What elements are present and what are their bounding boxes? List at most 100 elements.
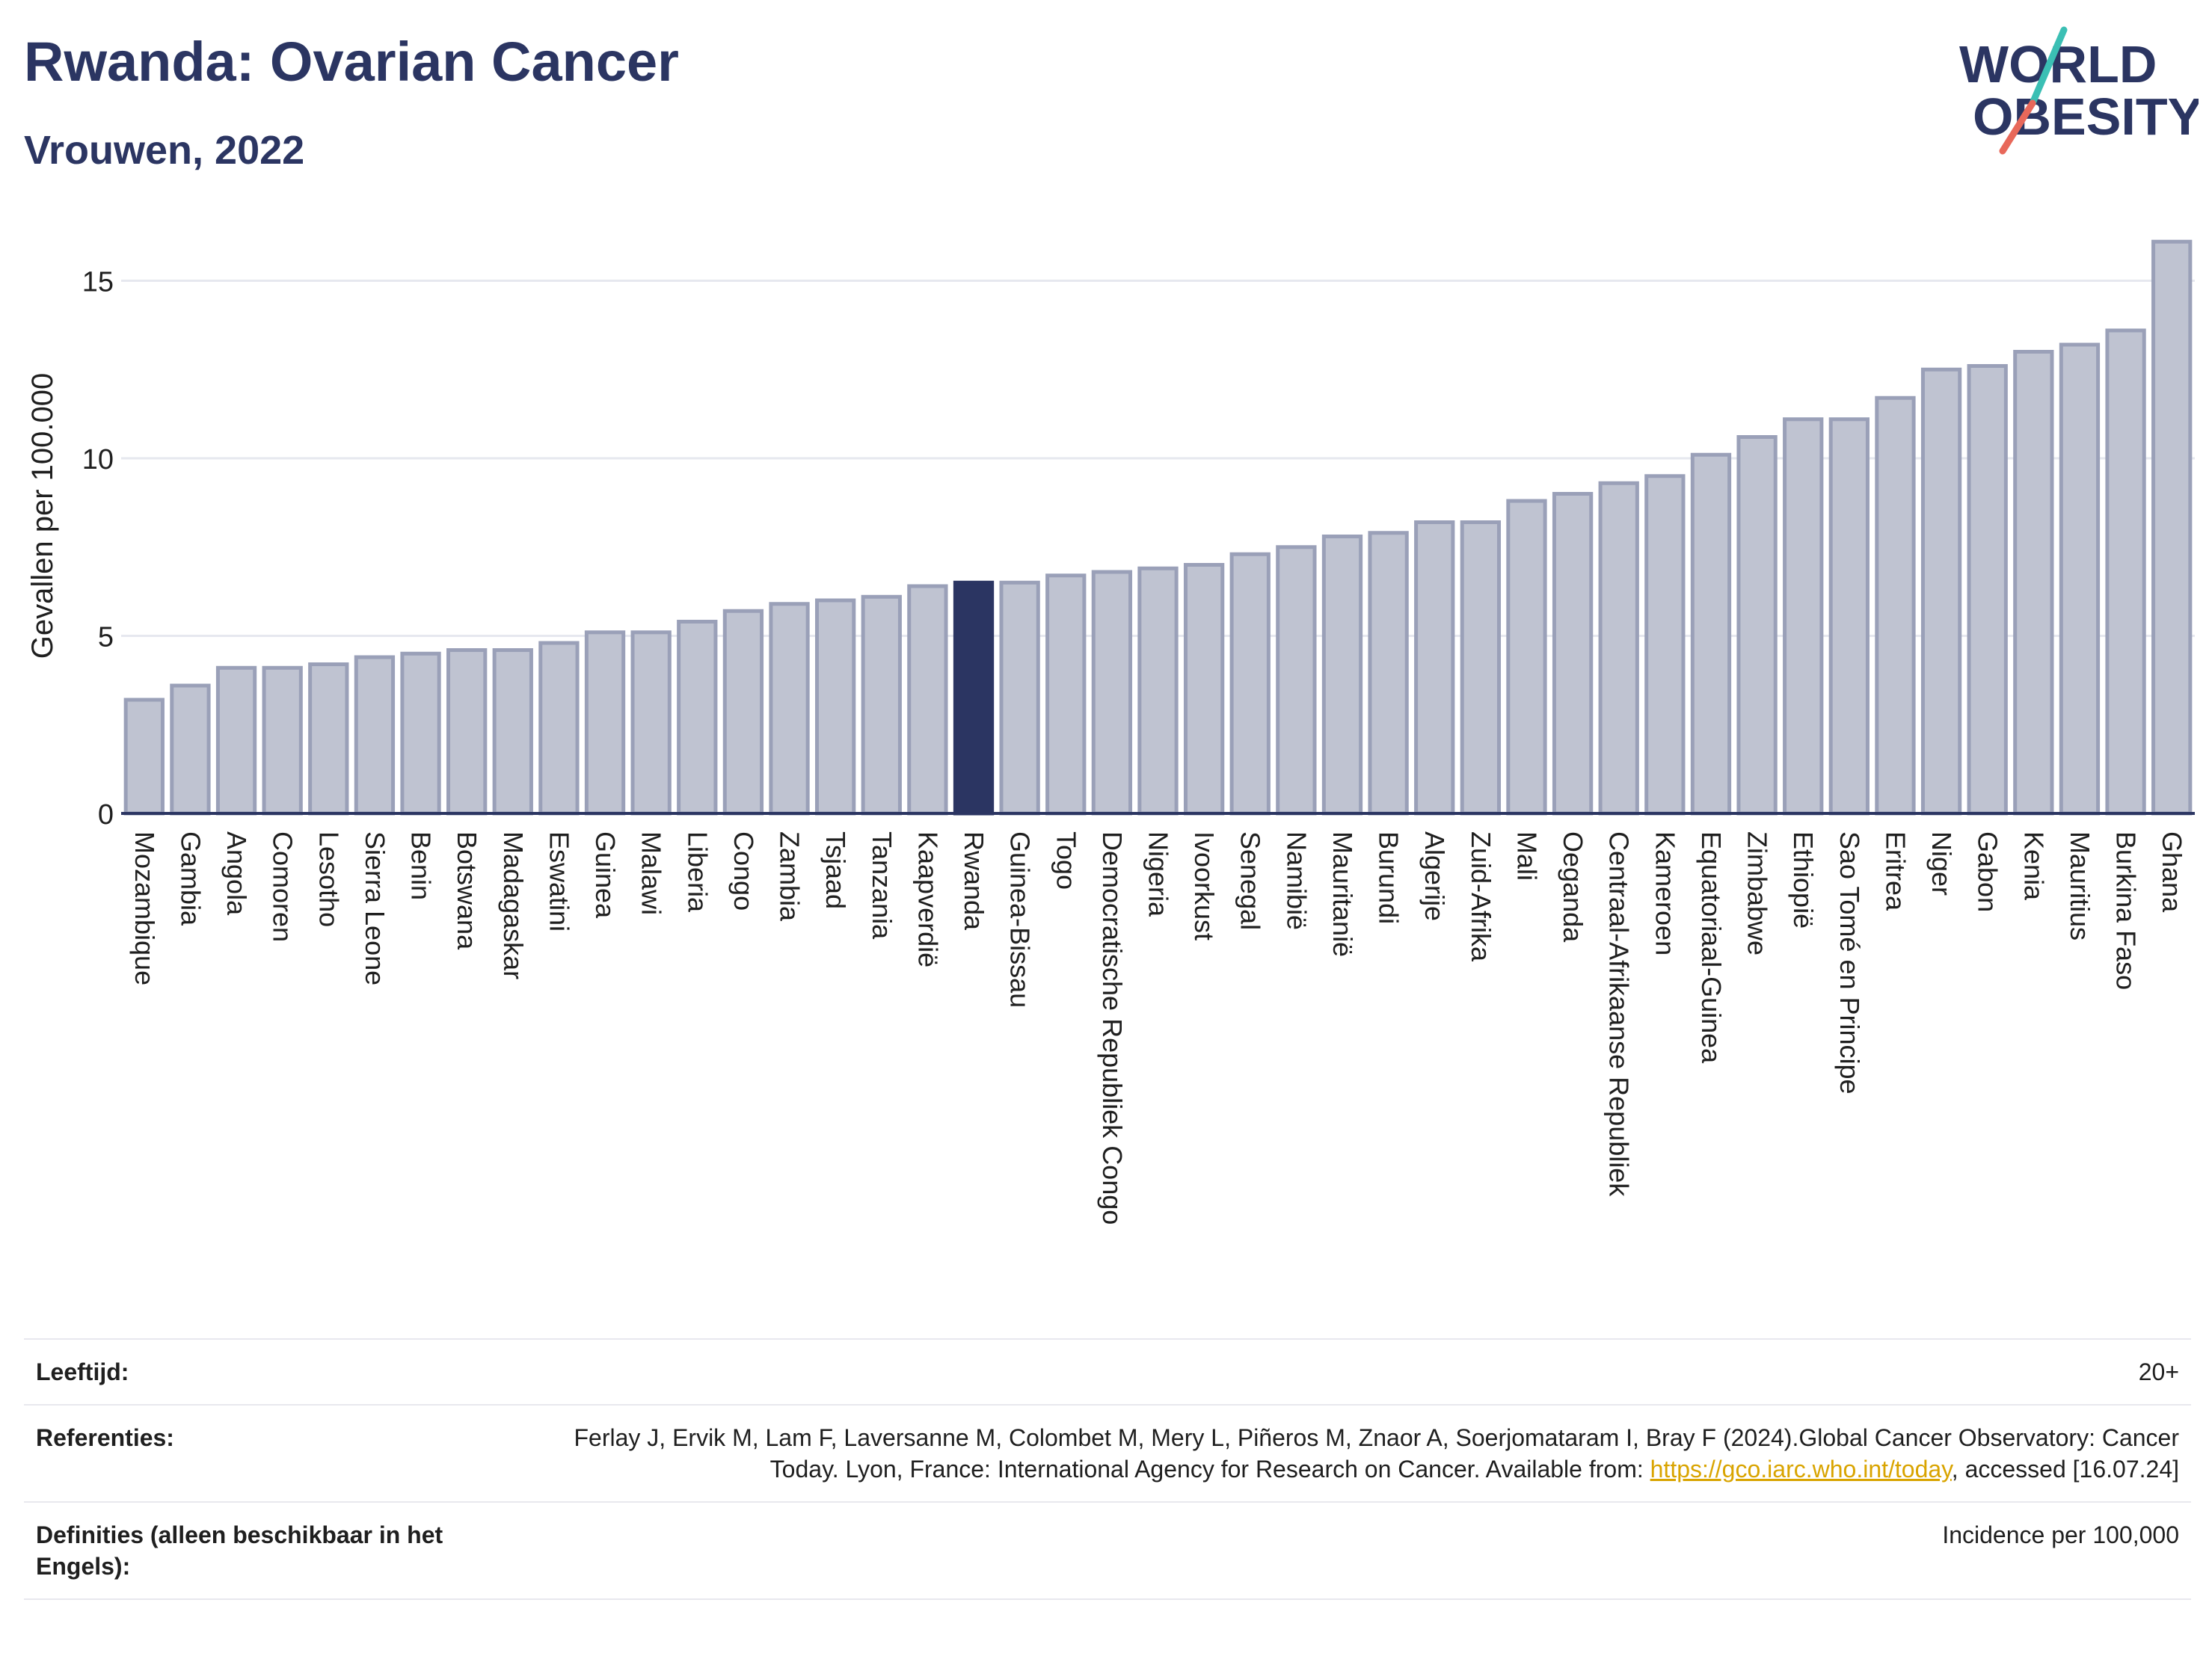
logo-slash-teal bbox=[2029, 26, 2068, 107]
metadata-table: Leeftijd: 20+ Referenties: Ferlay J, Erv… bbox=[24, 1338, 2191, 1600]
bar bbox=[907, 584, 948, 816]
bar bbox=[722, 609, 764, 816]
x-tick-label: Mauritanië bbox=[1327, 831, 1358, 957]
bar bbox=[354, 655, 396, 816]
chart-title: Rwanda: Ovarian Cancer bbox=[24, 31, 679, 93]
chart-subtitle: Vrouwen, 2022 bbox=[24, 128, 305, 173]
bar bbox=[1644, 474, 1686, 816]
x-tick-label: Benin bbox=[406, 831, 437, 900]
bar-chart: 0 5 10 15 Mozambique Gambia Angola Comoren Lesot… bbox=[26, 239, 2195, 1225]
x-tick-label: Niger bbox=[1926, 831, 1957, 896]
definitions-label: Definities (alleen beschikbaar in het En… bbox=[36, 1521, 443, 1580]
bar bbox=[1321, 535, 1363, 816]
x-tick-label: Zambia bbox=[775, 831, 805, 922]
bar bbox=[677, 620, 718, 816]
bar bbox=[1920, 367, 1962, 816]
bar bbox=[1506, 499, 1547, 816]
x-tick-label: Tsjaad bbox=[820, 831, 851, 909]
x-tick-label: Rwanda bbox=[959, 831, 989, 931]
bar bbox=[953, 580, 995, 816]
bar bbox=[1783, 417, 1824, 816]
axes: 0 5 10 15 Mozambique Gambia Angola Comoren Lesot… bbox=[82, 267, 2195, 1225]
bar bbox=[400, 651, 441, 816]
bar bbox=[1368, 531, 1409, 816]
x-tick-label: Guinea-Bissau bbox=[1005, 831, 1036, 1008]
x-tick-label: Kaapverdië bbox=[912, 831, 943, 967]
meta-row-definitions: Definities (alleen beschikbaar in het En… bbox=[24, 1501, 2191, 1600]
x-tick-label: Zuid-Afrika bbox=[1466, 831, 1496, 962]
x-tick-label: Mali bbox=[1511, 831, 1542, 881]
x-tick-label: Botswana bbox=[452, 831, 482, 950]
bar bbox=[215, 665, 257, 816]
references-value: Ferlay J, Ervik M, Lam F, Laversanne M, … bbox=[549, 1422, 2179, 1485]
bar bbox=[1414, 520, 1455, 816]
bar bbox=[1460, 520, 1502, 816]
x-tick-label: Equatoriaal-Guinea bbox=[1696, 831, 1727, 1064]
meta-row-age: Leeftijd: 20+ bbox=[24, 1338, 2191, 1404]
bar bbox=[1276, 545, 1317, 816]
x-tick-label: Sierra Leone bbox=[360, 831, 390, 985]
bar bbox=[1736, 435, 1778, 816]
x-tick-label: Gabon bbox=[1973, 831, 2003, 912]
bar bbox=[2059, 342, 2101, 816]
x-tick-label: Ethiopië bbox=[1788, 831, 1819, 929]
x-tick-label: Lesotho bbox=[313, 831, 344, 927]
x-tick-label: Senegal bbox=[1235, 831, 1266, 930]
bar bbox=[2151, 239, 2193, 816]
bar bbox=[630, 630, 672, 816]
bar bbox=[584, 630, 626, 816]
bar bbox=[769, 602, 810, 816]
bar bbox=[814, 598, 856, 816]
bar bbox=[170, 683, 211, 816]
x-tick-label: Gambia bbox=[175, 831, 206, 926]
x-tick-label: Tanzania bbox=[867, 831, 897, 940]
bar bbox=[2105, 328, 2146, 816]
bar bbox=[538, 641, 580, 816]
bar bbox=[1967, 364, 2008, 816]
bar bbox=[2013, 350, 2054, 816]
x-tick-label: Togo bbox=[1051, 831, 1081, 890]
x-tick-label: Congo bbox=[728, 831, 759, 911]
bar bbox=[999, 580, 1040, 816]
references-label: Referenties: bbox=[36, 1424, 174, 1451]
bars bbox=[123, 239, 2193, 816]
bar bbox=[1875, 395, 1916, 816]
x-tick-label: Eritrea bbox=[1880, 831, 1911, 911]
x-tick-label: Madagaskar bbox=[498, 831, 529, 979]
bar bbox=[308, 662, 349, 816]
logo-slash-coral bbox=[1999, 99, 2036, 155]
bar bbox=[1828, 417, 1870, 816]
bar bbox=[262, 665, 303, 816]
references-text: Ferlay J, Ervik M, Lam F, Laversanne M, … bbox=[574, 1424, 2179, 1483]
bar bbox=[446, 648, 488, 816]
x-tick-label: Mauritius bbox=[2065, 831, 2095, 941]
x-tick-label: Guinea bbox=[590, 831, 621, 919]
x-tick-label: Algerije bbox=[1419, 831, 1450, 921]
bar bbox=[1598, 481, 1639, 816]
x-tick-label: Ghana bbox=[2157, 831, 2187, 913]
x-tick-label: Namibië bbox=[1281, 831, 1312, 930]
bar bbox=[1690, 452, 1732, 816]
x-tick-label: Malawi bbox=[636, 831, 667, 915]
bar bbox=[1229, 552, 1271, 816]
x-tick-label: Burkina Faso bbox=[2111, 831, 2142, 990]
x-tick-label: Centraal-Afrikaanse Republiek bbox=[1604, 831, 1635, 1197]
bar bbox=[1183, 563, 1225, 816]
x-tick-label: Mozambique bbox=[129, 831, 160, 985]
y-tick-label: 10 bbox=[82, 444, 114, 475]
bar bbox=[492, 648, 533, 816]
bar bbox=[861, 594, 902, 816]
age-label: Leeftijd: bbox=[36, 1358, 129, 1385]
y-tick-label: 15 bbox=[82, 267, 114, 298]
x-tick-label: Oeganda bbox=[1558, 831, 1588, 943]
meta-row-references: Referenties: Ferlay J, Ervik M, Lam F, L… bbox=[24, 1404, 2191, 1501]
x-tick-label: Angola bbox=[221, 831, 252, 916]
x-tick-label: Liberia bbox=[682, 831, 713, 913]
bar bbox=[1137, 566, 1179, 816]
bar bbox=[123, 698, 165, 816]
references-link[interactable]: https://gco.iarc.who.int/today bbox=[1650, 1456, 1952, 1483]
bar bbox=[1552, 492, 1594, 816]
y-axis-label: Gevallen per 100.000 bbox=[26, 373, 59, 659]
references-accessed: , accessed [16.07.24] bbox=[1951, 1456, 2179, 1483]
x-tick-label: Comoren bbox=[268, 831, 298, 942]
